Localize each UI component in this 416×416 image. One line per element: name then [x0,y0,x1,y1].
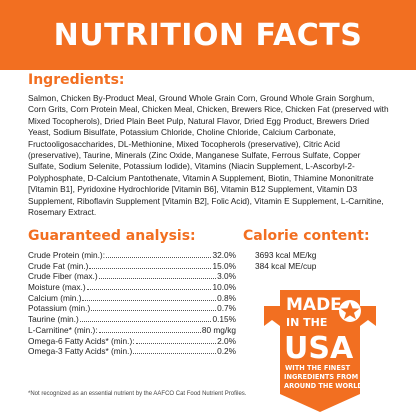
ribbon-right [360,306,376,326]
guaranteed-analysis-list: Crude Protein (min.): 32.0% Crude Fat (m… [28,250,236,357]
analysis-label: Crude Protein (min.): [28,250,106,260]
analysis-row: Potassium (min.) 0.7% [28,303,236,314]
ingredients-text: Salmon, Chicken By-Product Meal, Ground … [28,93,389,218]
ingredients-heading: Ingredients: [28,72,125,88]
analysis-value: 0.2% [217,346,236,357]
calorie-line: 3693 kcal ME/kg [255,250,317,260]
dot-leader [79,315,212,323]
ribbon-left [264,306,280,326]
analysis-label: L-Carnitine* (min.): [28,324,98,335]
dot-leader [82,294,217,301]
analysis-value: 0.7% [217,303,236,314]
analysis-label: Calcium (min.) [28,292,82,303]
analysis-value: 80 mg/kg [201,324,236,335]
analysis-value: 3.0% [217,271,236,282]
analysis-label: Taurine (min.) [28,314,79,325]
dot-leader [86,283,212,291]
guaranteed-analysis-heading: Guaranteed analysis: [28,228,196,244]
dot-leader [91,304,217,312]
analysis-label: Moisture (max.) [28,282,86,293]
analysis-row: Crude Fat (min.) 15.0% [28,261,236,272]
star-icon [340,302,360,320]
analysis-value: 0.15% [212,314,236,325]
badge-in-the: IN THE [286,316,327,329]
analysis-value: 10.0% [212,282,236,293]
badge-line6: AROUND THE WORLD [284,382,363,390]
dot-leader [106,251,212,258]
analysis-value: 15.0% [212,260,236,271]
dot-leader [135,337,217,344]
analysis-row: Moisture (max.) 10.0% [28,282,236,293]
analysis-label: Crude Fiber (max.) [28,271,98,282]
page-title: NUTRITION FACTS [53,17,363,53]
analysis-value: 32.0% [212,250,236,260]
header-banner: NUTRITION FACTS [0,0,416,70]
analysis-label: Potassium (min.) [28,303,91,314]
dot-leader [98,326,201,333]
analysis-row: Omega-3 Fatty Acids* (min.) 0.2% [28,346,236,357]
analysis-row: Crude Protein (min.): 32.0% [28,250,236,261]
analysis-row: Taurine (min.) 0.15% [28,314,236,325]
analysis-value: 2.0% [217,335,236,346]
dot-leader [98,272,217,280]
analysis-label: Crude Fat (min.) [28,260,89,271]
badge-usa: USA [284,331,354,366]
calorie-line: 384 kcal ME/cup [255,261,317,271]
analysis-row: L-Carnitine* (min.): 80 mg/kg [28,325,236,336]
analysis-label: Omega-6 Fatty Acids* (min.): [28,335,135,346]
footnote: *Not recognized as an essential nutrient… [28,391,247,397]
analysis-value: 0.8% [217,292,236,303]
analysis-row: Calcium (min.) 0.8% [28,293,236,304]
dot-leader [133,347,217,355]
banner-shape [280,290,360,412]
dot-leader [89,262,212,269]
analysis-row: Crude Fiber (max.) 3.0% [28,271,236,282]
analysis-row: Omega-6 Fatty Acids* (min.): 2.0% [28,336,236,347]
made-in-usa-badge: MADE IN THE USA WITH THE FINEST INGREDIE… [264,290,376,412]
badge-line4: WITH THE FINEST [285,364,351,372]
badge-line5: INGREDIENTS FROM [284,373,358,381]
calorie-content-heading: Calorie content: [243,228,370,244]
analysis-label: Omega-3 Fatty Acids* (min.) [28,346,133,357]
badge-made: MADE [286,295,342,315]
calorie-content-list: 3693 kcal ME/kg 384 kcal ME/cup [255,250,316,272]
